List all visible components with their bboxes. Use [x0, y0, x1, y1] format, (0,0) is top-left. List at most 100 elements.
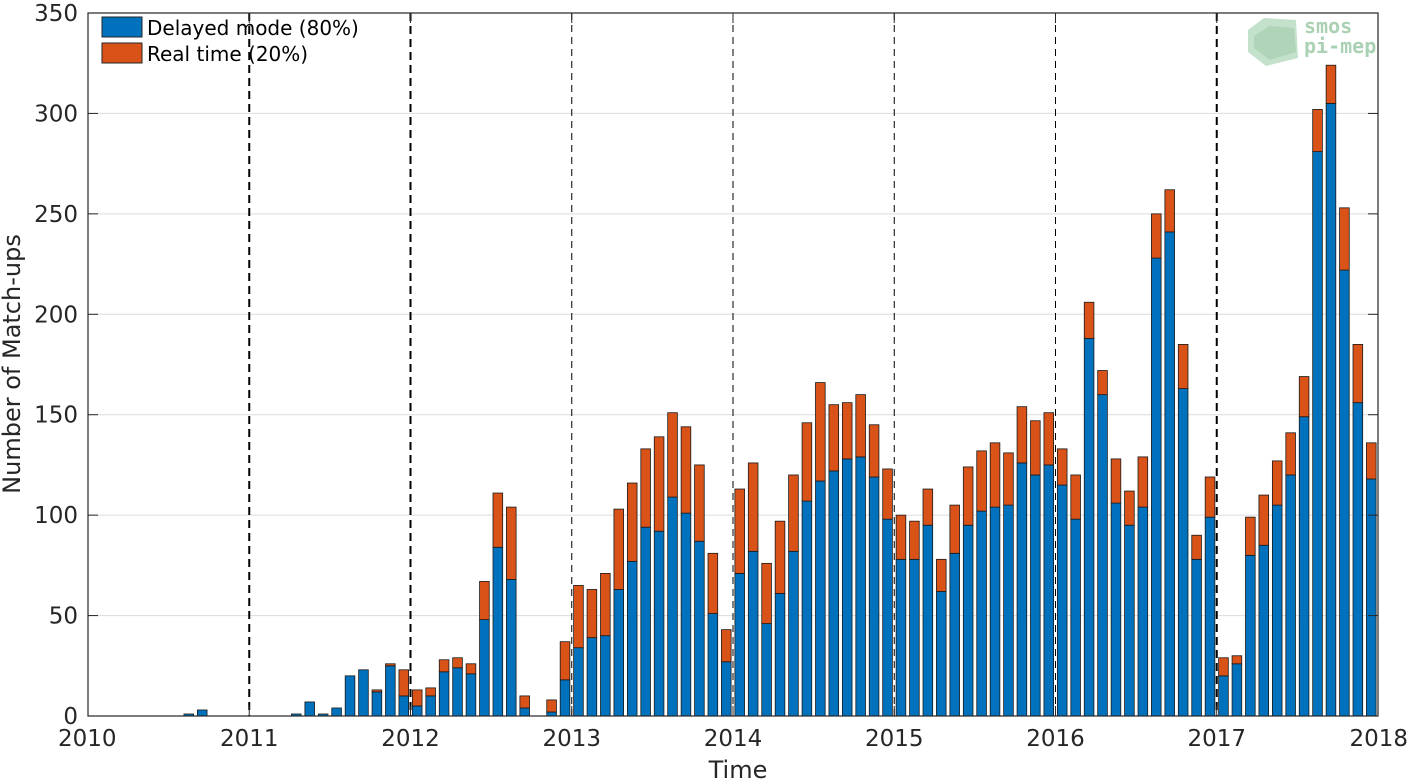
bar-realtime: [613, 508, 625, 590]
bar-realtime: [815, 382, 826, 482]
legend-label-realtime: Real time (20%): [147, 42, 308, 66]
bar-delayed: [761, 623, 772, 717]
bar-realtime: [855, 394, 866, 458]
bar-realtime: [1366, 442, 1377, 480]
bar-realtime: [492, 492, 504, 548]
bar-realtime: [761, 562, 772, 625]
bar-delayed: [1366, 478, 1377, 717]
bar-delayed: [1164, 231, 1175, 717]
bar-delayed: [425, 695, 436, 717]
bar-realtime: [398, 669, 410, 697]
bar-delayed: [1218, 675, 1229, 717]
bar-realtime: [425, 687, 436, 697]
legend-swatch-realtime: [101, 42, 143, 64]
bar-realtime: [371, 689, 383, 693]
bar-delayed: [1030, 474, 1041, 717]
bar-realtime: [1218, 657, 1229, 677]
bar-delayed: [411, 705, 423, 717]
bar-delayed: [613, 589, 625, 717]
x-tick-label: 2018: [1349, 726, 1408, 752]
bar-delayed: [519, 707, 530, 717]
x-tick-label: 2016: [1026, 726, 1085, 752]
bar-delayed: [640, 526, 651, 717]
bar-delayed: [398, 695, 410, 717]
bar-realtime: [1245, 516, 1256, 556]
bar-delayed: [1137, 506, 1149, 717]
bar-delayed: [546, 711, 557, 717]
bar-delayed: [1124, 524, 1135, 717]
bar-realtime: [989, 442, 1001, 508]
x-tick-label: 2011: [220, 726, 279, 752]
bar-delayed: [1177, 388, 1189, 717]
bar-delayed: [1083, 337, 1095, 717]
bar-delayed: [680, 512, 692, 717]
bar-realtime: [1285, 432, 1296, 476]
bar-delayed: [1043, 464, 1055, 717]
bar-delayed: [196, 709, 208, 717]
bar-delayed: [922, 524, 934, 717]
bars: [183, 64, 1377, 717]
x-tick-label: 2014: [704, 726, 763, 752]
bar-realtime: [962, 466, 974, 526]
bar-realtime: [788, 474, 799, 552]
x-tick-label: 2013: [542, 726, 601, 752]
bar-realtime: [1124, 490, 1135, 526]
bar-delayed: [949, 552, 960, 717]
bar-realtime: [411, 689, 423, 707]
bar-delayed: [1110, 502, 1122, 717]
bar-realtime: [1070, 474, 1081, 520]
bar-realtime: [1110, 458, 1122, 504]
bar-delayed: [815, 480, 826, 717]
bar-realtime: [801, 422, 813, 502]
bar-delayed: [962, 524, 974, 717]
bar-delayed: [1298, 416, 1310, 717]
bar-delayed: [707, 613, 719, 717]
bar-realtime: [1164, 189, 1175, 233]
bar-realtime: [1191, 534, 1202, 560]
smos-pi-mep-logo: smos pi-mep: [1248, 14, 1376, 66]
bar-delayed: [774, 593, 786, 717]
bar-realtime: [573, 585, 584, 649]
bar-delayed: [721, 661, 732, 717]
bar-realtime: [1151, 213, 1162, 259]
bar-delayed: [492, 546, 504, 717]
bar-realtime: [465, 663, 477, 675]
bar-realtime: [1003, 452, 1014, 506]
bar-delayed: [855, 456, 866, 717]
bar-realtime: [1043, 412, 1055, 466]
bar-realtime: [1258, 494, 1270, 546]
bar-delayed: [1258, 544, 1270, 717]
bar-delayed: [1352, 402, 1364, 717]
bar-delayed: [895, 558, 907, 717]
bar-realtime: [452, 657, 463, 669]
bar-delayed: [385, 665, 396, 717]
bar-delayed: [344, 675, 356, 717]
bar-realtime: [586, 589, 598, 639]
bar-realtime: [667, 412, 678, 498]
bar-realtime: [1352, 344, 1364, 404]
legend: Delayed mode (80%) Real time (20%): [101, 16, 359, 66]
logo-text-smos: smos: [1304, 14, 1352, 38]
bar-realtime: [922, 488, 934, 526]
bar-realtime: [1016, 406, 1028, 464]
y-tick-label: 250: [34, 202, 78, 228]
bar-delayed: [358, 669, 369, 717]
bar-delayed: [331, 707, 342, 717]
bar-delayed: [734, 572, 745, 717]
y-tick-label: 300: [34, 101, 78, 127]
bar-realtime: [653, 436, 665, 532]
bar-realtime: [1298, 376, 1310, 418]
bar-realtime: [546, 699, 557, 713]
bar-delayed: [573, 647, 584, 717]
y-tick-label: 50: [49, 604, 78, 630]
y-axis-ticks: 0 50 100 150 200 250 300 350: [34, 1, 1378, 730]
bar-delayed: [1312, 151, 1323, 717]
bar-delayed: [1285, 474, 1296, 717]
bar-delayed: [465, 673, 477, 717]
bar-delayed: [1003, 504, 1014, 717]
x-axis-label: Time: [708, 756, 768, 780]
bar-realtime: [1231, 655, 1243, 665]
bar-realtime: [734, 488, 745, 574]
x-axis-ticks: 2010 2011 2012 2013 2014 2015 2016 2017 2018: [58, 13, 1408, 752]
legend-swatch-delayed: [101, 16, 143, 38]
